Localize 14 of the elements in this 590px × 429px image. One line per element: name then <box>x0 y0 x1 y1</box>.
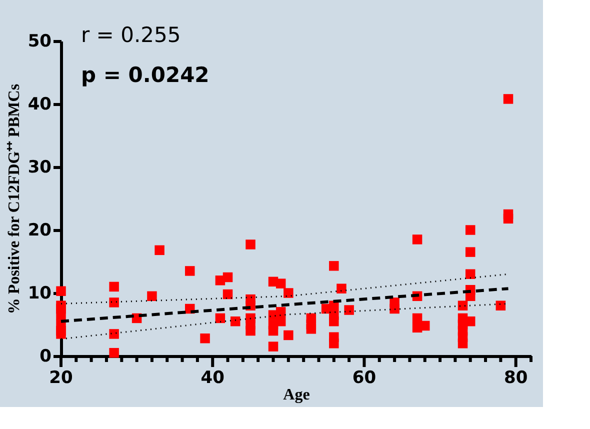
annotation: p = 0.0242 <box>81 63 210 87</box>
y-tick-label: 30 <box>28 158 52 178</box>
annotation: r = 0.255 <box>81 23 181 47</box>
y-tick-label: 10 <box>28 284 52 304</box>
x-axis-title: Age <box>283 386 310 404</box>
y-axis-title: % Positive for C12FDG⁺⁺ PBMCs <box>6 84 23 314</box>
y-tick-label: 50 <box>28 32 52 52</box>
x-tick-label: 60 <box>352 368 376 388</box>
y-tick-label: 20 <box>28 220 52 240</box>
x-tick-label: 20 <box>49 368 73 388</box>
y-tick-label: 40 <box>28 94 52 114</box>
x-tick-label: 80 <box>504 368 528 388</box>
y-tick-label: 0 <box>40 346 52 366</box>
x-tick-label: 40 <box>200 368 225 388</box>
